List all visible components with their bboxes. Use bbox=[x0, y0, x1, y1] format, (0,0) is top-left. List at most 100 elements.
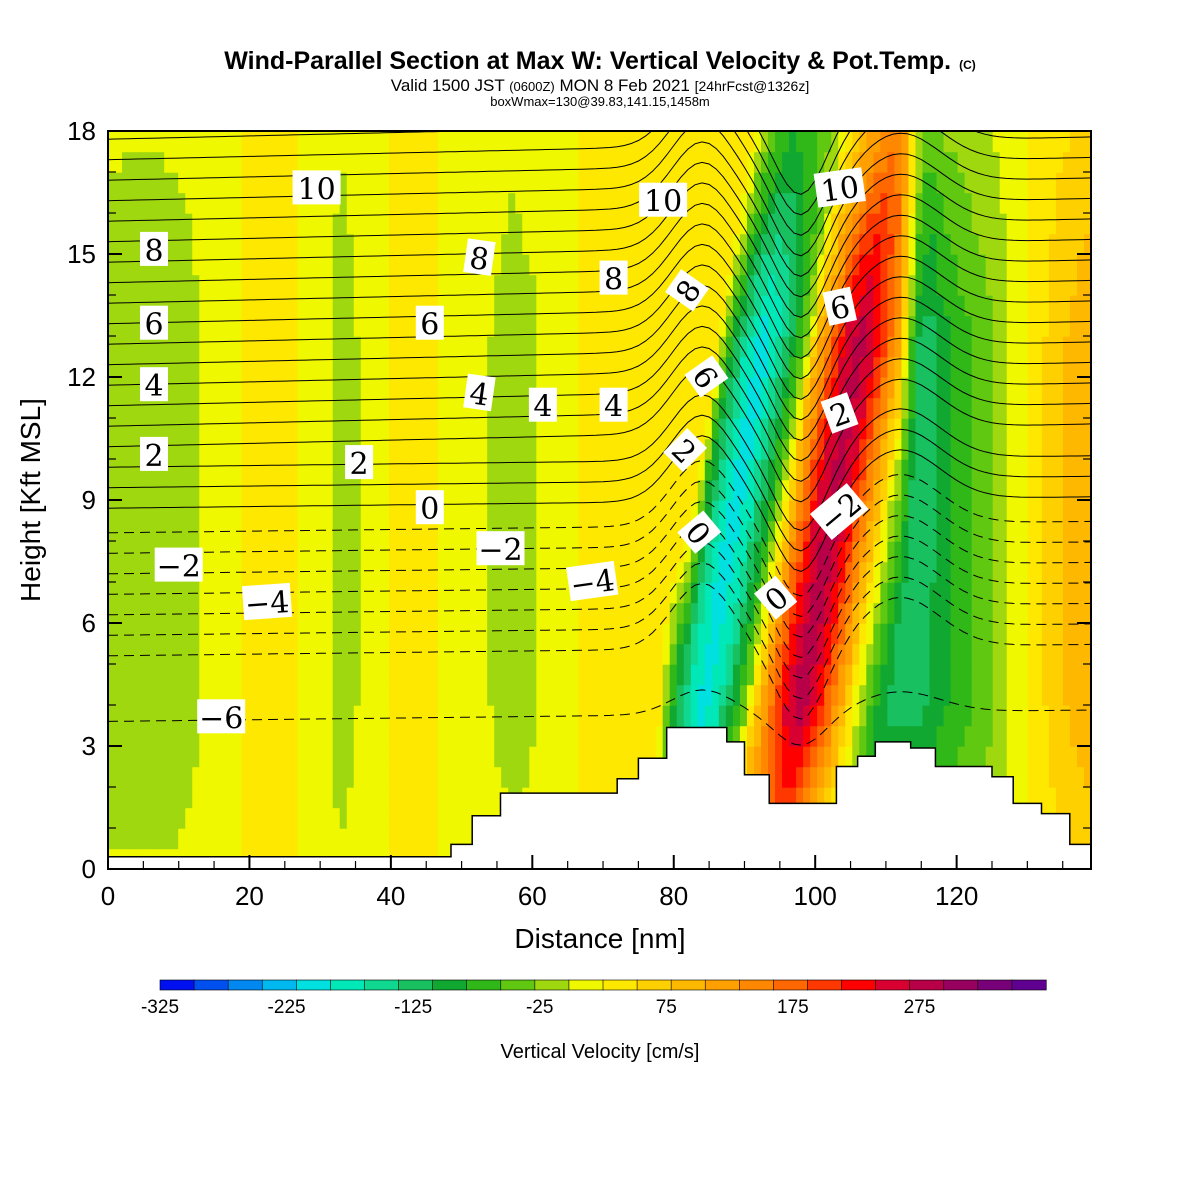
heat-cell bbox=[746, 479, 755, 501]
heat-cell bbox=[283, 295, 292, 317]
heat-cell bbox=[768, 254, 776, 276]
heat-cell bbox=[452, 602, 460, 624]
heat-cell bbox=[648, 623, 657, 645]
heat-cell bbox=[669, 602, 678, 624]
heat-cell bbox=[171, 643, 179, 665]
heat-cell bbox=[290, 787, 299, 809]
heat-cell bbox=[697, 684, 706, 706]
heat-cell bbox=[1048, 418, 1057, 440]
heat-cell bbox=[529, 213, 538, 235]
heat-cell bbox=[402, 807, 411, 829]
heat-cell bbox=[515, 459, 523, 481]
heat-cell bbox=[1055, 602, 1064, 624]
heat-cell bbox=[831, 336, 839, 358]
heat-cell bbox=[978, 274, 987, 296]
heat-cell bbox=[550, 479, 559, 501]
heat-cell bbox=[711, 233, 720, 255]
heat-cell bbox=[592, 766, 601, 788]
heat-cell bbox=[803, 315, 811, 337]
heat-cell bbox=[1013, 233, 1022, 255]
heat-cell bbox=[248, 664, 257, 686]
heat-cell bbox=[438, 746, 446, 768]
heat-cell bbox=[423, 356, 432, 378]
heat-cell bbox=[746, 315, 755, 337]
heat-cell bbox=[283, 274, 292, 296]
heat-cell bbox=[936, 500, 945, 522]
heat-cell bbox=[339, 315, 348, 337]
heat-cell bbox=[213, 172, 222, 194]
heat-cell bbox=[796, 541, 804, 563]
heat-cell bbox=[466, 725, 474, 747]
heat-cell bbox=[887, 561, 896, 583]
heat-cell bbox=[922, 623, 931, 645]
heat-cell bbox=[459, 254, 467, 276]
heat-cell bbox=[915, 520, 924, 542]
heat-cell bbox=[796, 377, 804, 399]
heat-cell bbox=[880, 725, 889, 747]
heat-cell bbox=[473, 746, 481, 768]
heat-cell bbox=[501, 746, 509, 768]
heat-cell bbox=[592, 356, 601, 378]
heat-cell bbox=[768, 356, 776, 378]
heat-cell bbox=[206, 807, 215, 829]
heat-cell bbox=[325, 623, 334, 645]
heat-cell bbox=[1006, 582, 1015, 604]
heat-cell bbox=[782, 705, 790, 727]
heat-cell bbox=[901, 438, 910, 460]
heat-cell bbox=[950, 643, 959, 665]
heat-cell bbox=[901, 377, 910, 399]
heat-cell bbox=[1034, 459, 1043, 481]
heat-cell bbox=[311, 787, 320, 809]
heat-cell bbox=[943, 213, 952, 235]
heat-cell bbox=[529, 479, 538, 501]
heat-cell bbox=[374, 315, 383, 337]
heat-cell bbox=[655, 356, 664, 378]
heat-cell bbox=[304, 828, 313, 850]
heat-cell bbox=[578, 254, 587, 276]
heat-cell bbox=[452, 664, 460, 686]
heat-cell bbox=[964, 479, 973, 501]
heat-cell bbox=[339, 766, 348, 788]
heat-cell bbox=[304, 664, 313, 686]
heat-cell bbox=[789, 787, 797, 809]
heat-cell bbox=[789, 192, 797, 214]
heat-cell bbox=[915, 705, 924, 727]
heat-cell bbox=[129, 315, 137, 337]
heat-cell bbox=[1076, 602, 1085, 624]
heat-cell bbox=[606, 623, 615, 645]
heat-cell bbox=[648, 705, 657, 727]
heat-cell bbox=[522, 233, 530, 255]
heat-cell bbox=[150, 561, 158, 583]
heat-cell bbox=[1041, 582, 1050, 604]
heat-cell bbox=[697, 582, 706, 604]
heat-cell bbox=[641, 582, 650, 604]
heat-cell bbox=[873, 500, 882, 522]
heat-cell bbox=[585, 151, 594, 173]
heat-cell bbox=[494, 561, 502, 583]
heat-cell bbox=[543, 295, 552, 317]
heat-cell bbox=[171, 807, 179, 829]
heat-cell bbox=[964, 582, 973, 604]
heat-cell bbox=[473, 623, 481, 645]
heat-cell bbox=[388, 582, 397, 604]
heat-cell bbox=[346, 274, 355, 296]
heat-cell bbox=[157, 131, 165, 153]
heat-cell bbox=[831, 213, 839, 235]
heat-cell bbox=[381, 500, 390, 522]
heat-cell bbox=[957, 746, 966, 768]
heat-cell bbox=[360, 151, 369, 173]
heat-cell bbox=[732, 705, 741, 727]
heat-cell bbox=[971, 172, 980, 194]
heat-cell bbox=[704, 213, 713, 235]
heat-cell bbox=[789, 315, 797, 337]
heat-cell bbox=[964, 438, 973, 460]
heat-cell bbox=[255, 500, 264, 522]
heat-cell bbox=[683, 643, 692, 665]
heat-cell bbox=[276, 479, 285, 501]
heat-cell bbox=[1076, 541, 1085, 563]
heat-cell bbox=[452, 766, 460, 788]
heat-cell bbox=[866, 151, 875, 173]
heat-cell bbox=[325, 664, 334, 686]
heat-cell bbox=[676, 664, 685, 686]
heat-cell bbox=[395, 418, 404, 440]
